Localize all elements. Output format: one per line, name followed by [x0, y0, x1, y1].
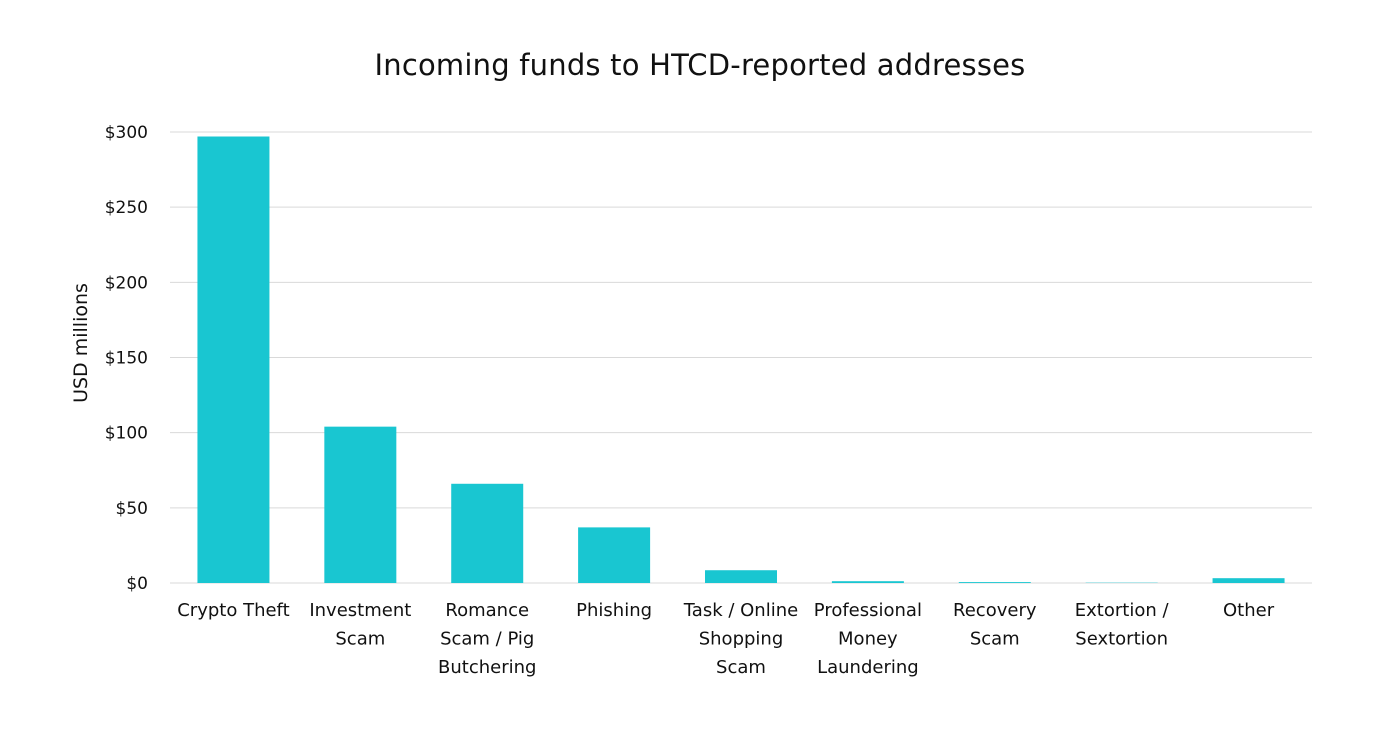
y-tick-label: $300 — [105, 123, 148, 143]
bar — [197, 136, 270, 583]
y-tick-label: $200 — [105, 273, 148, 293]
bar — [1212, 578, 1285, 583]
x-tick-label: Task / Online Shopping Scam — [683, 600, 798, 678]
bar — [705, 570, 777, 583]
x-tick-label: Extortion / Sextortion — [1075, 600, 1170, 650]
x-tick-label: Other — [1223, 600, 1275, 621]
x-tick-label: Recovery Scam — [953, 600, 1037, 650]
y-tick-label: $100 — [105, 424, 148, 444]
x-tick-label: Crypto Theft — [177, 600, 289, 621]
x-tick-label: Professional Money Laundering — [814, 600, 922, 678]
bar — [324, 426, 397, 583]
x-tick-label: Romance Scam / Pig Butchering — [438, 600, 536, 678]
bar — [451, 483, 524, 583]
y-tick-label: $150 — [105, 349, 148, 369]
y-tick-label: $0 — [126, 574, 148, 594]
x-tick-label: Investment Scam — [309, 600, 411, 650]
chart-title: Incoming funds to HTCD-reported addresse… — [374, 48, 1026, 82]
bar — [578, 527, 651, 583]
bar — [831, 581, 904, 583]
x-tick-label: Phishing — [576, 600, 652, 621]
bar — [958, 582, 1031, 583]
y-axis-title: USD millions — [70, 283, 92, 403]
bars — [197, 136, 1285, 583]
y-tick-label: $250 — [105, 198, 148, 218]
y-tick-label: $50 — [116, 499, 148, 519]
x-axis-labels: Crypto Theft Investment Scam Romance Scam / … — [177, 600, 1274, 678]
y-axis-ticks: $0 $50 $100 $150 $200 $250 $300 — [105, 123, 148, 594]
